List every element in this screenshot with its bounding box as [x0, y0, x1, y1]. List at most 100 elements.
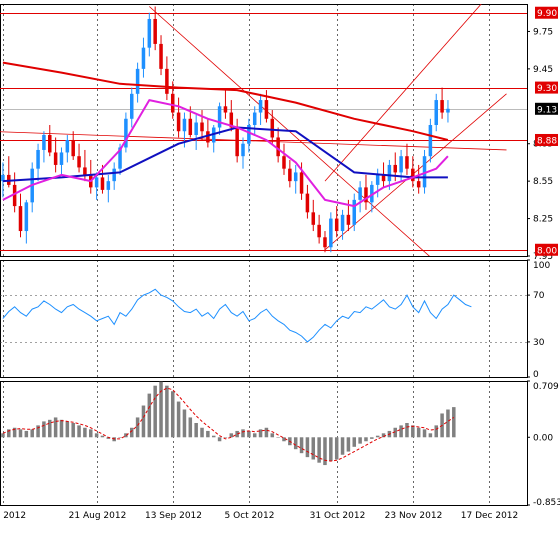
x-tick-label: 17 Dec 2012: [461, 511, 519, 521]
rsi-line: [2, 288, 472, 343]
macd-bar: [370, 437, 374, 439]
candle-body: [393, 164, 398, 173]
macd-bar: [270, 433, 275, 438]
macd-bar: [416, 427, 421, 438]
macd-bar: [65, 421, 70, 438]
candle-body: [147, 18, 152, 48]
candle-body: [411, 168, 415, 182]
axes-layer: 0 Jul 2012 21 Aug 2012 13 Sep 2012 5 Oct 20…: [0, 6, 560, 521]
candle-body: [329, 218, 333, 248]
macd-bar: [147, 393, 152, 438]
x-tick-label: 23 Nov 2012: [385, 511, 443, 521]
candle-body: [159, 43, 163, 69]
macd-bar: [381, 433, 386, 438]
macd-panel-frame: [0, 381, 528, 506]
candle-body: [229, 112, 234, 128]
candle-body: [65, 139, 70, 153]
candle-body: [200, 122, 204, 132]
macd-bar: [200, 427, 204, 438]
candle-body: [106, 181, 111, 190]
macd-bar: [299, 437, 304, 454]
candle-body: [428, 125, 433, 157]
candle-body: [258, 100, 263, 113]
candle-body: [53, 152, 58, 165]
candle-body: [153, 18, 157, 44]
macd-bar: [346, 437, 351, 452]
macd-bar: [53, 417, 58, 438]
macd-bar: [317, 437, 321, 463]
macd-bar: [77, 425, 81, 438]
price-y-tick-label: 8.55: [533, 177, 553, 187]
macd-bar: [235, 430, 239, 438]
x-tick-label: 21 Aug 2012: [69, 511, 127, 521]
macd-bar: [165, 385, 169, 438]
macd-bar: [241, 429, 245, 438]
macd-bar: [42, 421, 46, 438]
macd-bar: [399, 425, 403, 438]
ma-mid-line: [2, 126, 448, 183]
candle-body: [42, 134, 46, 150]
candle-body: [235, 127, 239, 157]
macd-bar: [282, 437, 286, 442]
macd-bar: [323, 437, 327, 466]
macd-bar: [340, 437, 345, 455]
price-tag-bg: [535, 102, 558, 115]
candle-body: [399, 156, 403, 173]
macd-bar: [334, 437, 339, 460]
candle-body: [299, 172, 304, 194]
macd-bar: [358, 437, 362, 444]
rsi-panel-frame: [0, 260, 528, 378]
candle-body: [387, 164, 392, 182]
price-tag-bg: [535, 81, 558, 94]
macd-bar: [393, 427, 398, 438]
candle-body: [375, 174, 380, 185]
macd-bar: [153, 385, 157, 438]
macd-bar: [182, 409, 187, 438]
macd-bar: [452, 407, 456, 438]
candle-body: [364, 187, 368, 203]
candle-body: [48, 134, 52, 153]
macd-bar: [135, 417, 140, 438]
macd-bar: [94, 433, 99, 438]
macd-bar: [422, 429, 427, 438]
macd-bar: [305, 437, 310, 458]
price-panel-frame: [0, 4, 528, 257]
macd-bar: [223, 437, 228, 438]
candle-body: [176, 112, 181, 132]
rsi-y-tick-label: 70: [533, 291, 545, 301]
macd-bar: [211, 435, 216, 438]
macd-bar: [405, 422, 409, 438]
macd-bar: [118, 437, 122, 438]
macd-bar: [293, 437, 298, 450]
ma-fast-line: [2, 99, 449, 208]
macd-bar: [206, 430, 210, 438]
candle-body: [124, 118, 128, 148]
candle-body: [317, 224, 321, 238]
macd-bar: [89, 429, 93, 438]
candle-body: [12, 184, 17, 207]
macd-bar: [329, 437, 333, 462]
candle-body: [83, 167, 87, 175]
macd-bar: [59, 419, 64, 438]
macd-bar: [7, 429, 11, 438]
trend-line-2: [324, 4, 482, 182]
candle-body: [446, 108, 450, 113]
price-tag-bg: [535, 6, 558, 19]
candle-body: [71, 139, 75, 157]
candle-body: [440, 100, 444, 113]
macd-y-tick-label: 0.709: [533, 382, 559, 392]
candle-body: [305, 193, 310, 213]
price-tag-label: 8.00: [537, 246, 557, 256]
candle-body: [182, 118, 187, 132]
candle-body: [264, 100, 269, 119]
macd-bar: [276, 437, 280, 438]
candle-body: [334, 218, 339, 232]
candle-body: [36, 149, 40, 169]
macd-bar: [71, 422, 75, 438]
rsi-y-tick-label: 100: [533, 261, 550, 271]
x-tick-label: 5 Oct 2012: [225, 511, 275, 521]
macd-bar: [411, 425, 415, 438]
candle-body: [18, 206, 23, 232]
